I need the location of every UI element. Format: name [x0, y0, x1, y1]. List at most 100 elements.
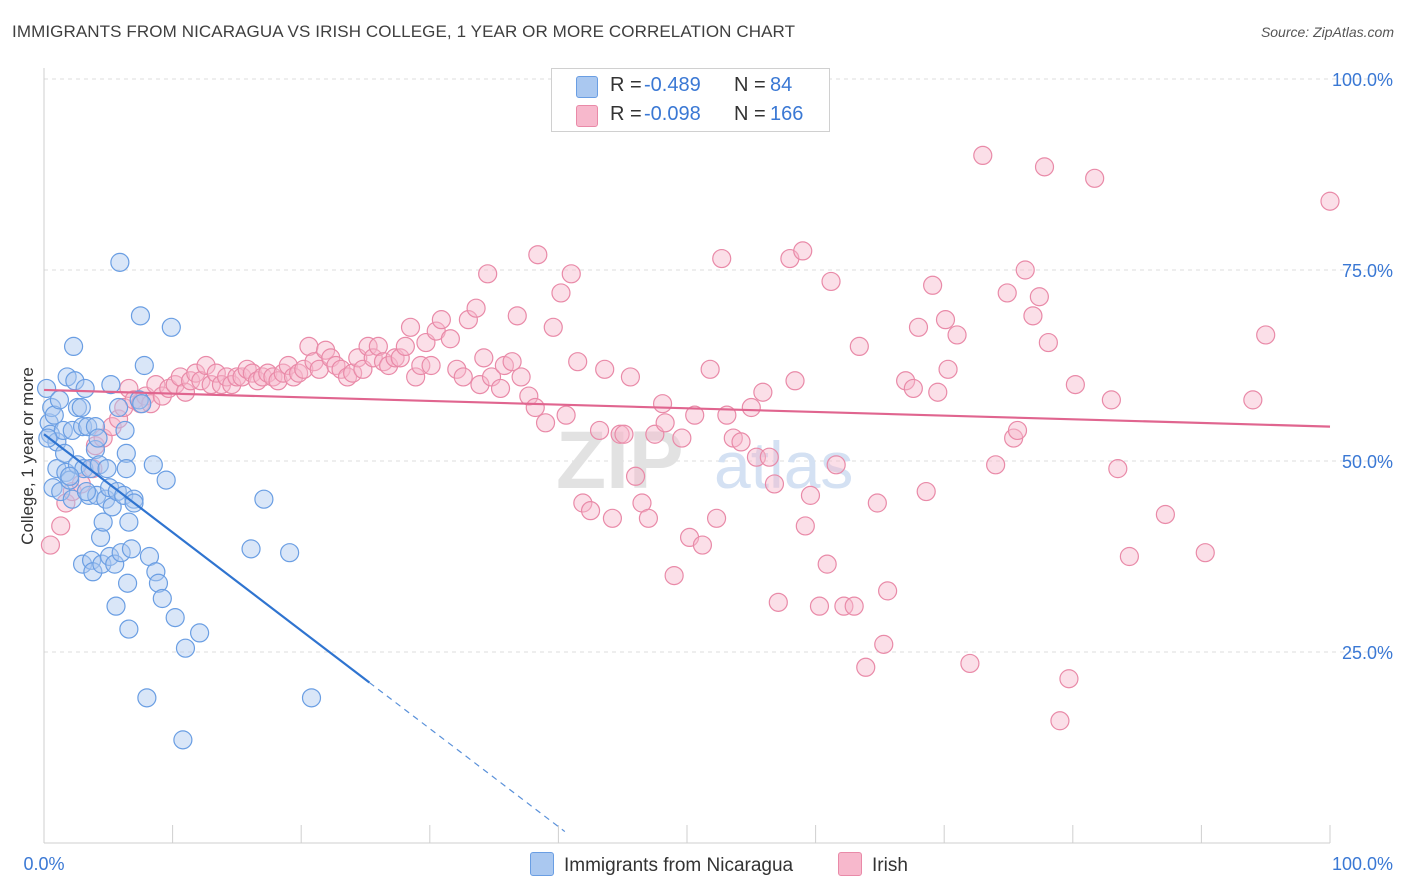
data-point-irish — [247, 371, 268, 391]
data-point-irish — [253, 367, 273, 387]
data-point-nicaragua — [173, 730, 193, 750]
legend-r-label: R = — [610, 74, 642, 96]
data-point-irish — [700, 359, 720, 379]
data-point-nicaragua — [76, 481, 97, 502]
data-point-irish — [227, 367, 247, 387]
data-point-irish — [741, 397, 761, 418]
data-point-irish — [844, 596, 864, 616]
data-point-irish — [973, 145, 993, 165]
data-point-irish — [411, 355, 431, 376]
data-point-irish — [1108, 459, 1128, 479]
data-point-irish — [395, 336, 415, 356]
data-point-irish — [431, 310, 451, 330]
data-point-irish — [507, 306, 527, 326]
data-point-irish — [206, 363, 226, 383]
data-point-nicaragua — [130, 306, 151, 326]
data-point-irish — [764, 474, 785, 494]
data-point-irish — [908, 317, 929, 337]
data-point-irish — [440, 329, 460, 349]
data-point-irish — [1007, 420, 1028, 441]
data-point-nicaragua — [44, 405, 64, 425]
data-point-nicaragua — [36, 378, 57, 399]
data-point-irish — [561, 264, 581, 284]
legend-n-label: N = — [734, 103, 766, 125]
data-point-irish — [1065, 375, 1085, 395]
data-point-irish — [826, 455, 846, 475]
data-point-irish — [573, 493, 593, 513]
data-point-irish — [923, 275, 943, 295]
data-point-nicaragua — [90, 527, 111, 548]
data-point-irish — [421, 355, 441, 376]
data-point-irish — [170, 367, 190, 387]
data-point-nicaragua — [85, 439, 106, 460]
chart-title: IMMIGRANTS FROM NICARAGUA VS IRISH COLLE… — [12, 22, 796, 41]
data-point-irish — [1119, 546, 1139, 567]
data-point-irish — [1085, 168, 1105, 188]
correlation-legend: R = -0.489 N = 84 R = -0.098 N = 166 — [551, 68, 830, 132]
data-point-irish — [511, 367, 531, 387]
data-point-irish — [1015, 260, 1035, 280]
data-point-irish — [337, 367, 358, 387]
legend-r-label: R = — [610, 103, 642, 125]
data-point-irish — [795, 516, 815, 536]
data-point-irish — [692, 535, 713, 555]
data-point-irish — [551, 283, 571, 303]
data-point-irish — [620, 367, 641, 387]
trend-line-nicaragua-extension — [368, 682, 566, 833]
data-point-irish — [580, 501, 601, 521]
data-point-irish — [928, 382, 948, 402]
data-point-irish — [196, 355, 216, 376]
legend-r-value: -0.489 — [644, 74, 701, 96]
data-point-irish — [474, 348, 494, 368]
data-point-irish — [1050, 711, 1070, 731]
data-point-irish — [1101, 390, 1121, 410]
data-point-nicaragua — [280, 543, 300, 563]
data-point-irish — [809, 596, 830, 616]
data-point-irish — [568, 352, 588, 372]
data-point-irish — [1029, 287, 1049, 307]
data-point-nicaragua — [54, 443, 75, 463]
data-point-nicaragua — [143, 455, 163, 475]
bottom-legend-swatch-irish — [838, 852, 862, 876]
data-point-nicaragua — [108, 397, 129, 418]
data-point-nicaragua — [119, 512, 139, 532]
data-point-nicaragua — [96, 489, 116, 509]
data-point-irish — [51, 516, 71, 536]
data-point-irish — [856, 657, 876, 677]
data-point-irish — [759, 447, 779, 467]
data-point-irish — [753, 382, 773, 402]
data-point-irish — [652, 394, 673, 414]
data-point-irish — [406, 367, 426, 387]
data-point-irish — [368, 336, 388, 356]
data-point-irish — [502, 352, 522, 372]
trend-layer — [43, 388, 1331, 833]
data-point-irish — [706, 508, 727, 528]
data-point-irish — [785, 371, 805, 391]
data-point-irish — [358, 336, 378, 356]
data-point-irish — [201, 375, 221, 395]
data-point-nicaragua — [165, 608, 185, 628]
data-point-irish — [453, 367, 473, 387]
points-layer — [36, 145, 1340, 750]
bottom-legend-swatch-nicaragua — [530, 852, 554, 876]
data-point-irish — [595, 359, 615, 379]
data-point-nicaragua — [116, 459, 136, 479]
data-point-irish — [712, 248, 732, 269]
data-point-nicaragua — [146, 562, 166, 582]
data-point-irish — [986, 455, 1006, 475]
data-point-irish — [1059, 669, 1079, 689]
data-point-irish — [490, 378, 511, 399]
data-point-nicaragua — [49, 390, 70, 410]
data-point-irish — [768, 592, 788, 612]
data-point-nicaragua — [105, 554, 125, 574]
data-point-irish — [528, 245, 548, 265]
data-point-nicaragua — [63, 336, 84, 356]
data-point-irish — [672, 428, 692, 448]
data-point-irish — [664, 565, 684, 586]
data-point-nicaragua — [62, 420, 82, 441]
data-point-irish — [458, 310, 478, 330]
data-point-irish — [535, 413, 556, 433]
data-point-irish — [878, 581, 898, 601]
data-point-irish — [1155, 504, 1175, 525]
